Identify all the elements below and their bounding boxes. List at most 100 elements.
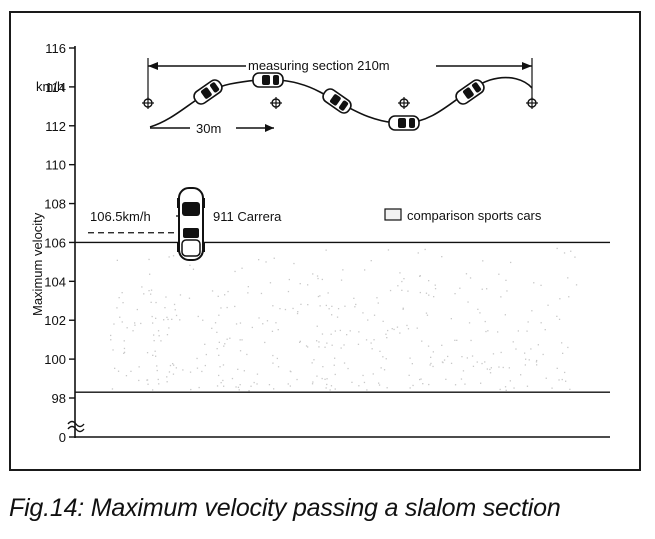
stipple-dot (358, 385, 360, 387)
slalom-car-icon (455, 79, 485, 105)
stipple-dot (172, 363, 174, 365)
stipple-dot (272, 305, 274, 307)
stipple-dot (198, 386, 200, 389)
stipple-dot (171, 318, 173, 320)
y-unit-label: km/h (36, 79, 64, 94)
y-tick-label: 112 (45, 119, 66, 134)
stipple-dot (499, 388, 501, 391)
stipple-dot (226, 338, 228, 340)
stipple-dot (342, 269, 344, 271)
stipple-dot (558, 318, 561, 320)
stipple-dot (393, 328, 395, 331)
stipple-dot (353, 297, 355, 299)
stipple-dot (383, 369, 386, 371)
stipple-dot (119, 316, 121, 318)
stipple-dot (168, 256, 170, 258)
stipple-dot (434, 288, 437, 290)
stipple-dot (489, 372, 492, 374)
stipple-dot (509, 380, 511, 382)
stipple-dot (311, 362, 313, 364)
stipple-dot (219, 366, 221, 368)
stipple-dot (174, 309, 176, 311)
stipple-dot (175, 367, 177, 369)
stipple-dot (325, 249, 327, 251)
stipple-dot (117, 370, 120, 372)
stipple-dot (319, 295, 321, 297)
y-tick-label: 102 (44, 313, 66, 328)
stipple-dot (211, 290, 214, 292)
stipple-dot (568, 296, 570, 298)
stipple-dot (524, 364, 526, 366)
stipple-dot (319, 305, 321, 307)
stipple-dot (153, 340, 155, 342)
stipple-dot (513, 387, 515, 389)
stipple-dot (328, 308, 330, 310)
stipple-dot (289, 385, 291, 387)
y-tick-label: 98 (52, 391, 66, 406)
stipple-dot (190, 388, 192, 391)
stipple-dot (482, 260, 484, 262)
stipple-dot (158, 383, 160, 385)
stipple-dot (321, 278, 323, 281)
stipple-dot (316, 375, 318, 377)
stipple-dot (486, 288, 488, 290)
stipple-dot (229, 337, 231, 339)
stipple-dot (486, 368, 488, 370)
stipple-dot (504, 314, 506, 316)
stipple-dot (333, 364, 335, 366)
stipple-dot (472, 365, 475, 367)
stipple-dot (487, 330, 489, 332)
stipple-dot (357, 343, 360, 345)
stipple-dot (426, 314, 429, 316)
stipple-dot (325, 304, 327, 307)
stipple-dot (530, 348, 532, 350)
stipple-dot (204, 343, 206, 345)
stipple-dot (362, 312, 364, 314)
stipple-dot (419, 378, 421, 381)
stipple-dot (324, 346, 326, 348)
stipple-dot (164, 307, 166, 309)
stipple-dot (201, 370, 203, 373)
stipple-dot (134, 322, 136, 324)
stipple-dot (166, 376, 168, 378)
stipple-dot (311, 383, 314, 385)
stipple-dot (540, 284, 542, 286)
stipple-dot (325, 387, 327, 389)
stipple-dot (247, 286, 249, 288)
stipple-dot (505, 389, 507, 391)
porsche-911-car-icon (177, 187, 205, 261)
stipple-dot (479, 312, 481, 314)
stipple-dot (336, 316, 339, 318)
stipple-dot (123, 347, 126, 350)
stipple-dot (158, 335, 160, 337)
stipple-dot (279, 308, 281, 310)
stipple-dot (337, 308, 340, 310)
stipple-dot (287, 290, 290, 293)
stipple-dot (430, 362, 432, 365)
stipple-dot (419, 275, 421, 277)
stipple-dot (574, 256, 576, 258)
stipple-dot (378, 382, 380, 384)
stipple-dot (561, 342, 563, 344)
stipple-dot (172, 373, 175, 375)
stipple-dot (268, 384, 271, 386)
stipple-dot (542, 353, 544, 356)
stipple-dot (223, 385, 225, 387)
stipple-dot (502, 366, 504, 369)
stipple-dot (150, 301, 152, 303)
stipple-dot (331, 344, 333, 346)
stipple-dot (287, 383, 289, 385)
stipple-dot (569, 388, 571, 390)
stipple-dot (379, 350, 381, 352)
y-tick-label: 104 (44, 274, 66, 289)
y-tick-label: 116 (45, 41, 66, 56)
stipple-dot (316, 340, 318, 342)
cone-marker (142, 97, 154, 109)
stipple-dot (305, 345, 308, 347)
figure-frame (9, 11, 641, 471)
stipple-dot (364, 269, 366, 271)
stipple-dot (265, 261, 267, 263)
stipple-dot (387, 329, 389, 332)
stipple-dot (559, 298, 561, 300)
stipple-dot (490, 367, 492, 369)
